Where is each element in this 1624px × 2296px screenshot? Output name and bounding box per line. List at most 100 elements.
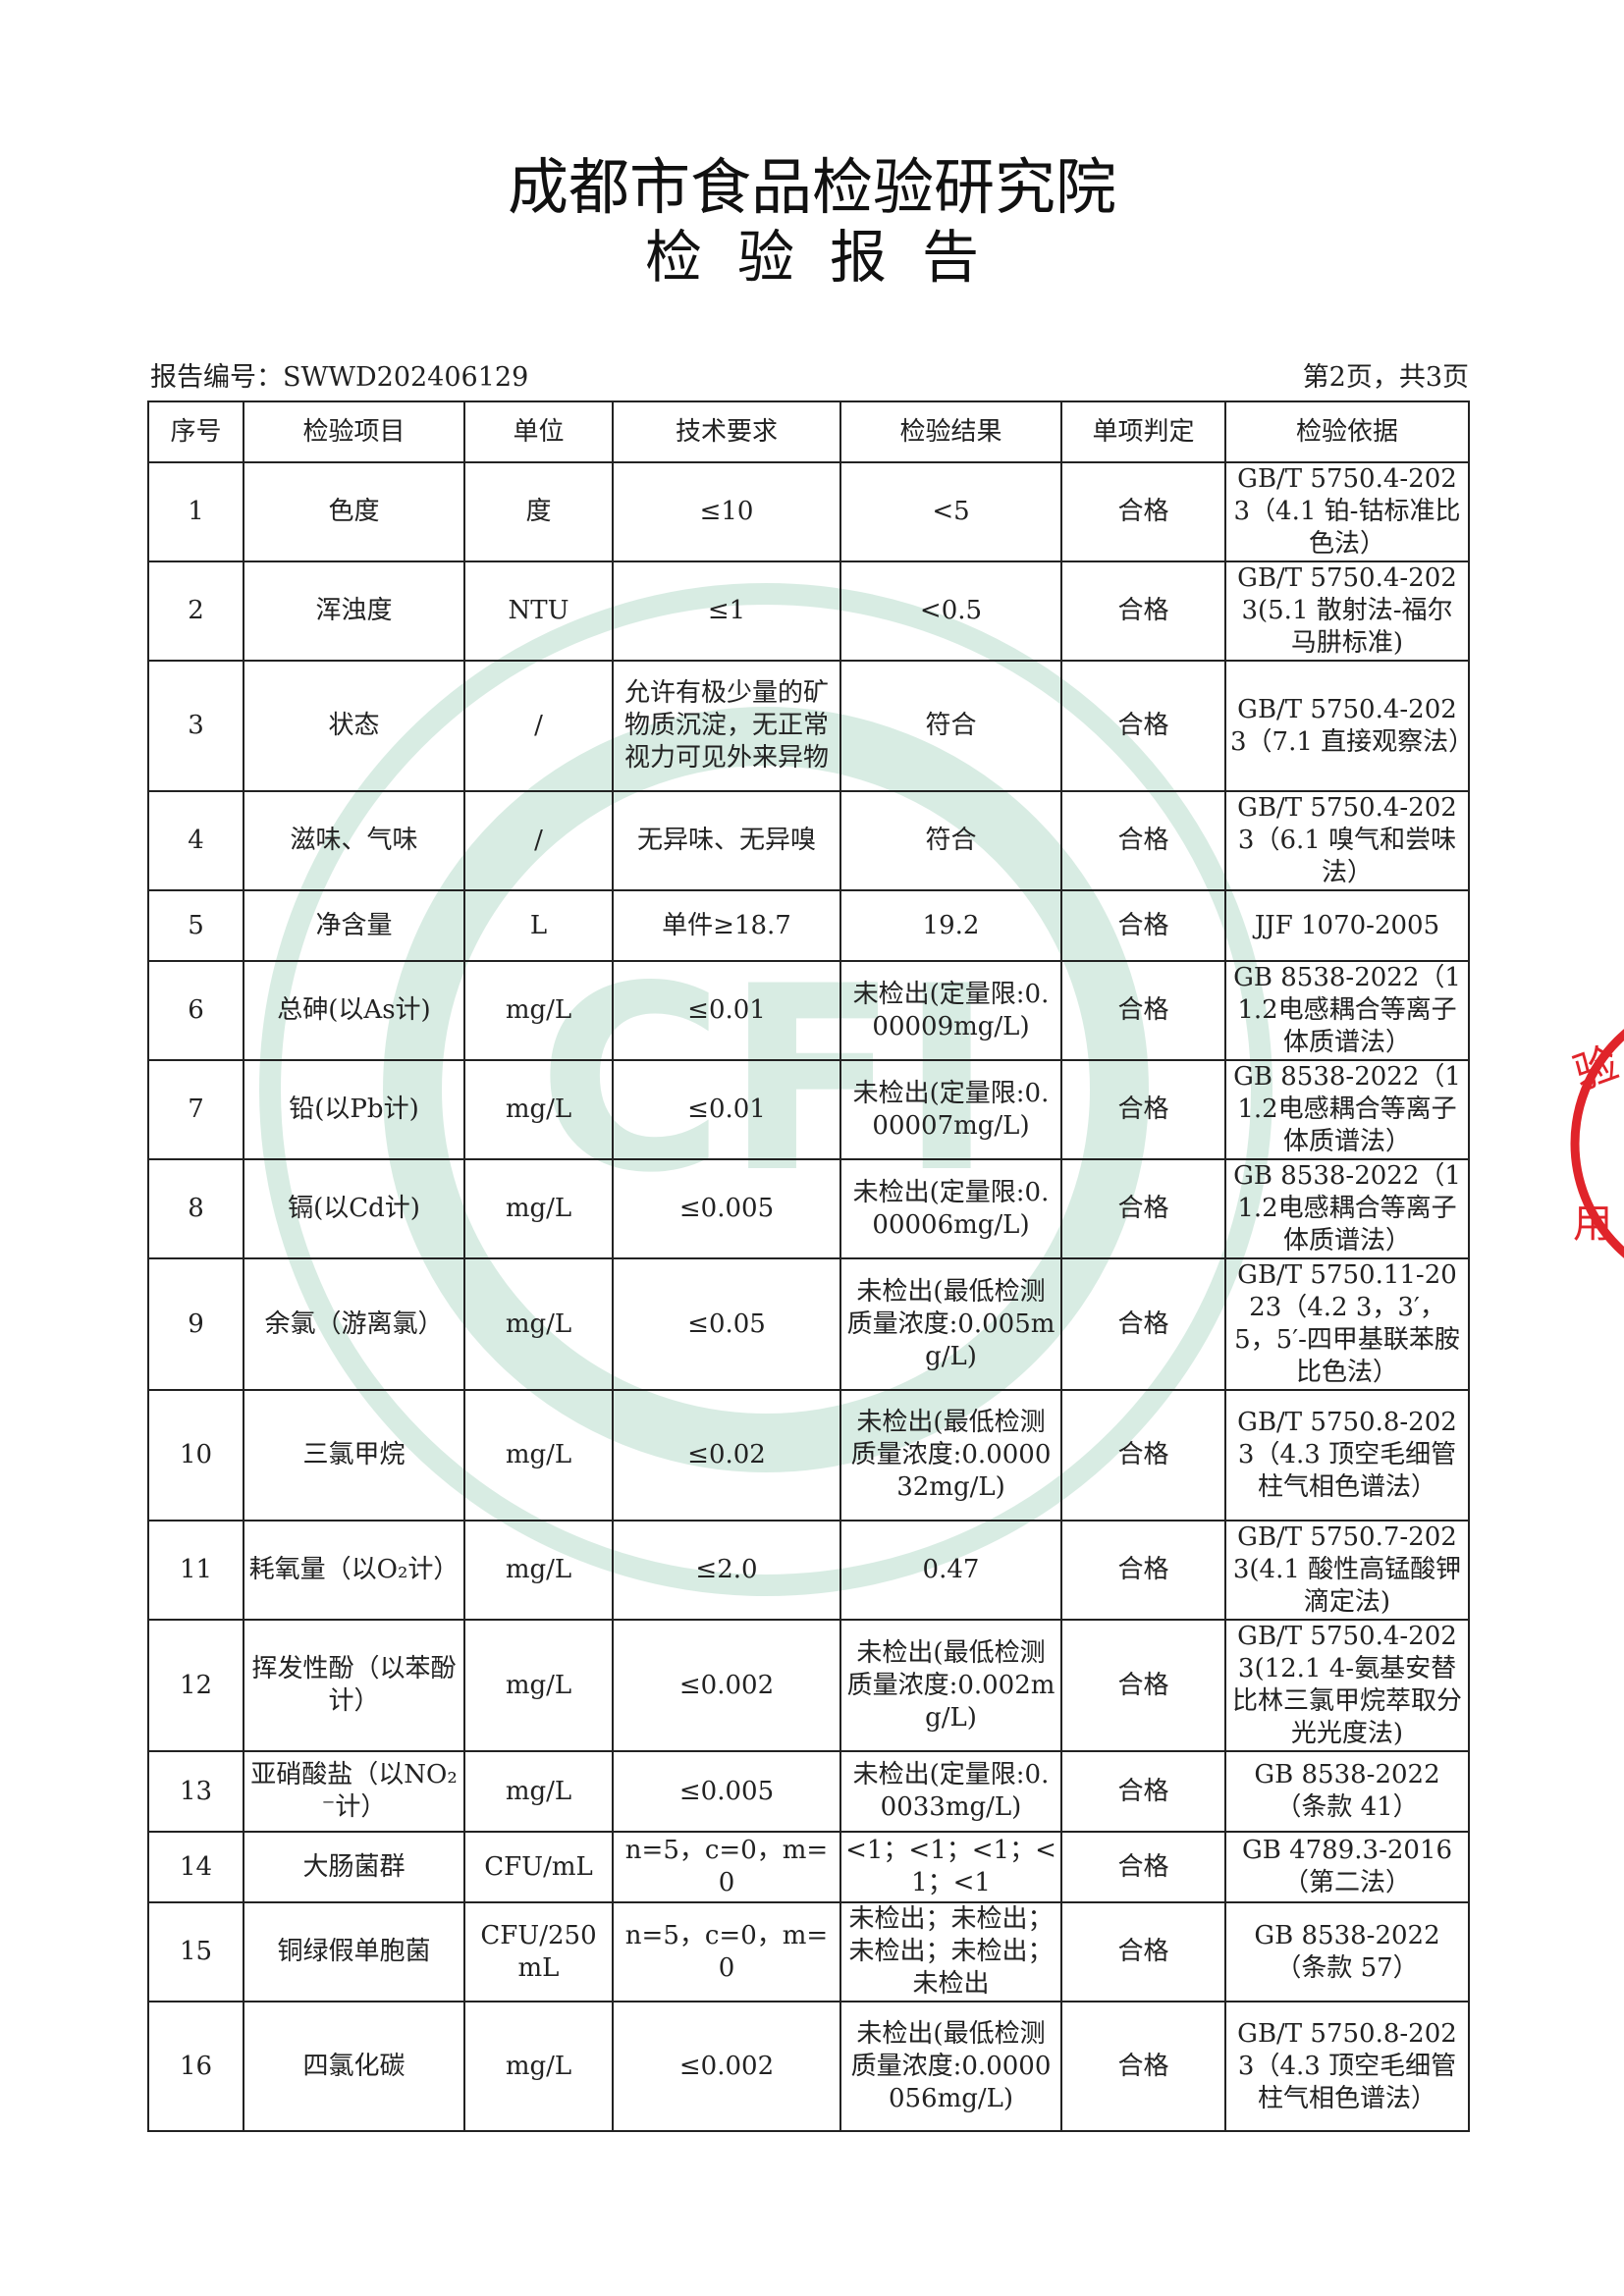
table-row: 15 铜绿假单胞菌 CFU/250mL n=5，c=0，m=0 未检出；未检出；未检出；… [147, 1901, 1470, 2002]
cell-unit: CFU/mL [463, 1831, 614, 1903]
cell-result: <1；<1；<1；<1；<1 [839, 1831, 1062, 1903]
cell-row-number: 8 [147, 1158, 244, 1259]
cell-requirement: ≤0.002 [612, 1619, 841, 1752]
cell-result: 0.47 [839, 1520, 1062, 1621]
cell-requirement: ≤10 [612, 461, 841, 562]
cell-test-item: 大肠菌群 [243, 1831, 465, 1903]
cell-row-number: 7 [147, 1059, 244, 1160]
cell-method: GB 8538-2022（11.2电感耦合等离子体质谱法） [1224, 1059, 1470, 1160]
cell-method: GB/T 5750.8-2023（4.3 顶空毛细管柱气相色谱法） [1224, 1389, 1470, 1522]
cell-row-number: 11 [147, 1520, 244, 1621]
column-header: 序号 [147, 400, 244, 463]
cell-requirement: ≤2.0 [612, 1520, 841, 1621]
cell-unit: L [463, 889, 614, 962]
cell-judgement: 合格 [1060, 1750, 1226, 1833]
cell-method: GB/T 5750.11-2023（4.2 3，3′，5，5′-四甲基联苯胺比色… [1224, 1257, 1470, 1391]
cell-requirement: n=5，c=0，m=0 [612, 1831, 841, 1903]
column-header: 检验依据 [1224, 400, 1470, 463]
cell-test-item: 铜绿假单胞菌 [243, 1901, 465, 2002]
cell-result: <0.5 [839, 561, 1062, 662]
cell-requirement: ≤0.005 [612, 1158, 841, 1259]
cell-unit: mg/L [463, 1257, 614, 1391]
cell-method: GB/T 5750.8-2023（4.3 顶空毛细管柱气相色谱法） [1224, 2001, 1470, 2132]
cell-test-item: 色度 [243, 461, 465, 562]
cell-unit: CFU/250mL [463, 1901, 614, 2002]
cell-unit: / [463, 790, 614, 891]
cell-judgement: 合格 [1060, 960, 1226, 1061]
cell-unit: mg/L [463, 1389, 614, 1522]
red-stamp-icon: 验 用 [1567, 1029, 1624, 1258]
cell-test-item: 四氯化碳 [243, 2001, 465, 2132]
cell-method: GB/T 5750.4-2023（4.1 铂-钴标准比色法） [1224, 461, 1470, 562]
cell-test-item: 挥发性酚（以苯酚计） [243, 1619, 465, 1752]
cell-method: GB 8538-2022（11.2电感耦合等离子体质谱法） [1224, 960, 1470, 1061]
table-row: 14 大肠菌群 CFU/mL n=5，c=0，m=0 <1；<1；<1；<1；<1 合格 G… [147, 1831, 1470, 1903]
cell-requirement: 允许有极少量的矿物质沉淀，无正常视力可见外来异物 [612, 660, 841, 792]
cell-judgement: 合格 [1060, 1257, 1226, 1391]
cell-judgement: 合格 [1060, 660, 1226, 792]
cell-result: 未检出(定量限:0.0033mg/L) [839, 1750, 1062, 1833]
cell-test-item: 铅(以Pb计) [243, 1059, 465, 1160]
cell-test-item: 余氯（游离氯） [243, 1257, 465, 1391]
cell-judgement: 合格 [1060, 561, 1226, 662]
cell-test-item: 浑浊度 [243, 561, 465, 662]
cell-row-number: 1 [147, 461, 244, 562]
cell-test-item: 净含量 [243, 889, 465, 962]
cell-unit: mg/L [463, 1520, 614, 1621]
cell-unit: mg/L [463, 2001, 614, 2132]
table-row: 8 镉(以Cd计) mg/L ≤0.005 未检出(定量限:0.00006mg/L) 合格… [147, 1158, 1470, 1259]
table-row: 3 状态 / 允许有极少量的矿物质沉淀，无正常视力可见外来异物 符合 合格 GB/T 575… [147, 660, 1474, 792]
cell-test-item: 亚硝酸盐（以NO₂⁻计） [243, 1750, 465, 1833]
cell-result: 未检出(定量限:0.00006mg/L) [839, 1158, 1062, 1259]
column-header: 单位 [463, 400, 614, 463]
cell-method: GB/T 5750.4-2023(12.1 4-氨基安替比林三氯甲烷萃取分光光度… [1224, 1619, 1470, 1752]
cell-result: 未检出(最低检测质量浓度:0.002mg/L) [839, 1619, 1062, 1752]
table-row: 6 总砷(以As计) mg/L ≤0.01 未检出(定量限:0.00009mg/L) 合格… [147, 960, 1470, 1061]
cell-result: 符合 [839, 660, 1062, 792]
table-row: 12 挥发性酚（以苯酚计） mg/L ≤0.002 未检出(最低检测质量浓度:0.002… [147, 1619, 1470, 1752]
cell-judgement: 合格 [1060, 790, 1226, 891]
cell-unit: / [463, 660, 614, 792]
cell-test-item: 滋味、气味 [243, 790, 465, 891]
cell-judgement: 合格 [1060, 889, 1226, 962]
column-header: 检验结果 [839, 400, 1062, 463]
cell-test-item: 镉(以Cd计) [243, 1158, 465, 1259]
cell-row-number: 16 [147, 2001, 244, 2132]
cell-method: JJF 1070-2005 [1224, 889, 1470, 962]
cell-method: GB 8538-2022（条款 41） [1224, 1750, 1470, 1833]
cell-judgement: 合格 [1060, 1831, 1226, 1903]
table-row: 11 耗氧量（以O₂计） mg/L ≤2.0 0.47 合格 GB/T 5750.7-202… [147, 1520, 1470, 1621]
table-row: 9 余氯（游离氯） mg/L ≤0.05 未检出(最低检测质量浓度:0.005mg/L)… [147, 1257, 1470, 1391]
cell-judgement: 合格 [1060, 2001, 1226, 2132]
cell-row-number: 4 [147, 790, 244, 891]
cell-requirement: ≤0.002 [612, 2001, 841, 2132]
page-indicator: 第2页，共3页 [1302, 362, 1469, 393]
cell-method: GB/T 5750.4-2023（7.1 直接观察法） [1224, 660, 1474, 792]
cell-result: 未检出；未检出；未检出；未检出；未检出 [839, 1901, 1062, 2002]
cell-unit: mg/L [463, 960, 614, 1061]
cell-unit: mg/L [463, 1750, 614, 1833]
cell-row-number: 6 [147, 960, 244, 1061]
cell-judgement: 合格 [1060, 1520, 1226, 1621]
cell-requirement: ≤0.02 [612, 1389, 841, 1522]
cell-row-number: 14 [147, 1831, 244, 1903]
cell-judgement: 合格 [1060, 1158, 1226, 1259]
cell-requirement: n=5，c=0，m=0 [612, 1901, 841, 2002]
cell-result: 未检出(最低检测质量浓度:0.0000056mg/L) [839, 2001, 1062, 2132]
cell-row-number: 3 [147, 660, 244, 792]
cell-test-item: 状态 [243, 660, 465, 792]
cell-method: GB 8538-2022（11.2电感耦合等离子体质谱法） [1224, 1158, 1470, 1259]
cell-row-number: 5 [147, 889, 244, 962]
cell-judgement: 合格 [1060, 1901, 1226, 2002]
results-table: 序号 检验项目 单位 技术要求 检验结果 单项判定 检验依据 1 色度度 ≤10 <5 合格 GB/T… [147, 400, 1474, 2132]
table-row: 4 滋味、气味 / 无异味、无异嗅 符合 合格 GB/T 5750.4-2023（6.1 嗅… [147, 790, 1470, 891]
cell-result: 未检出(最低检测质量浓度:0.000032mg/L) [839, 1389, 1062, 1522]
cell-row-number: 12 [147, 1619, 244, 1752]
cell-method: GB/T 5750.4-2023(5.1 散射法-福尔马肼标准) [1224, 561, 1470, 662]
column-header: 检验项目 [243, 400, 465, 463]
table-row: 7 铅(以Pb计) mg/L ≤0.01 未检出(定量限:0.00007mg/L) 合格 G… [147, 1059, 1470, 1160]
cell-requirement: ≤0.005 [612, 1750, 841, 1833]
cell-result: 未检出(定量限:0.00007mg/L) [839, 1059, 1062, 1160]
cell-requirement: 单件≥18.7 [612, 889, 841, 962]
cell-requirement: ≤0.01 [612, 960, 841, 1061]
